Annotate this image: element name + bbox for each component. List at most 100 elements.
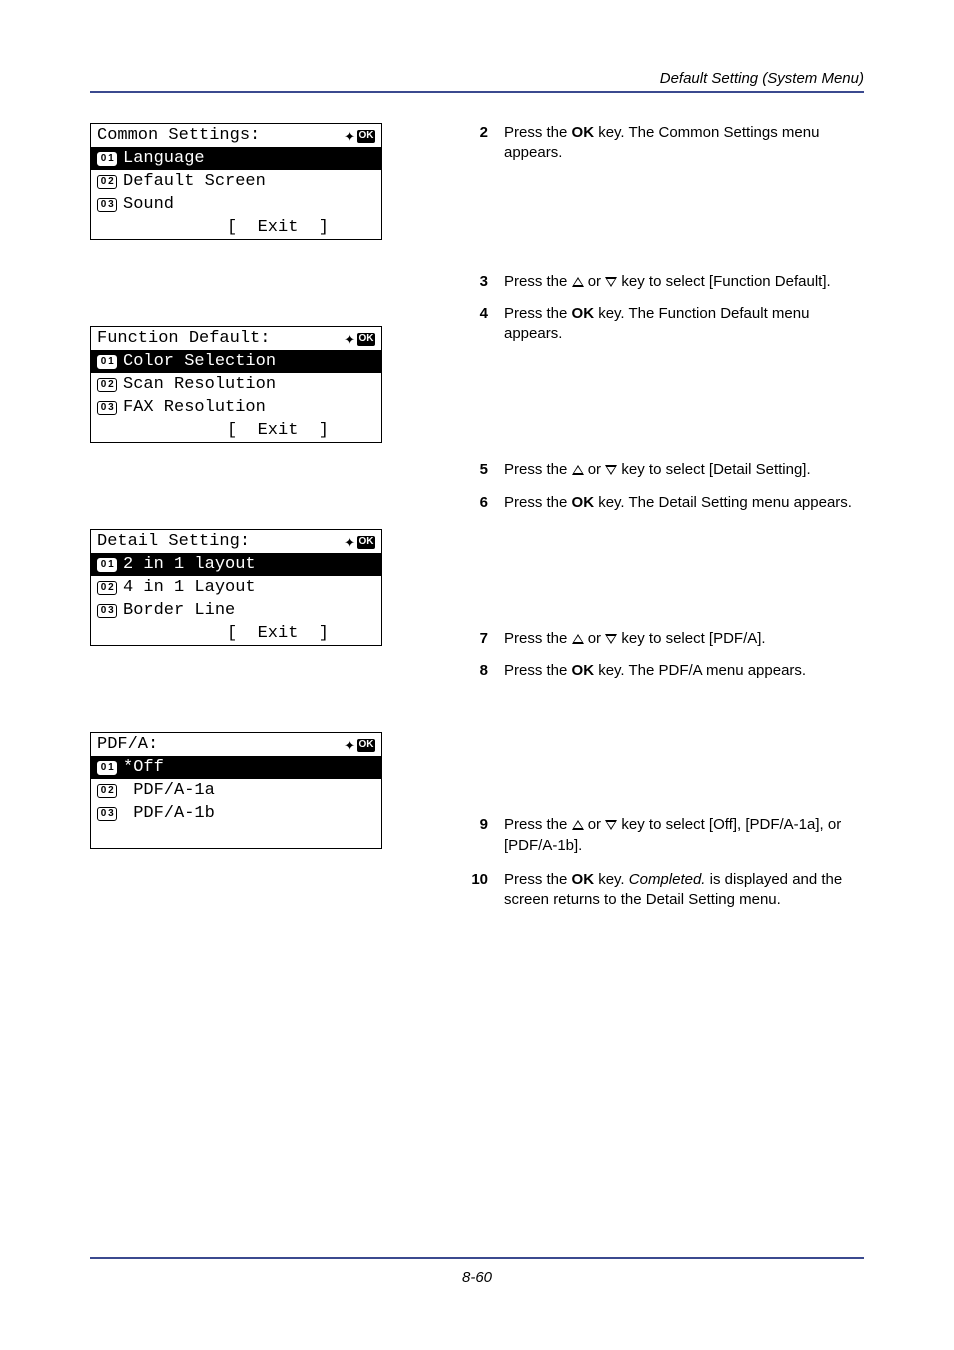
step-key-bold: OK [572, 494, 595, 511]
lcd-blank-row [91, 825, 381, 848]
steps-column: 2 Press the OK key. The Common Settings … [468, 123, 864, 910]
item-label: Sound [123, 194, 174, 217]
item-number-badge: 0 2 [97, 378, 117, 392]
step-number: 2 [468, 123, 488, 164]
item-number-badge: 0 1 [97, 152, 117, 166]
triangle-down-icon [605, 634, 617, 644]
step-text: Press the or key to select [Detail Setti… [504, 460, 864, 480]
item-number-badge: 0 3 [97, 401, 117, 415]
lcd-item: 0 2 4 in 1 Layout [91, 576, 381, 599]
item-label: Color Selection [123, 351, 276, 374]
step-text: Press the OK key. Completed. is displaye… [504, 870, 864, 911]
step-mid: or [584, 630, 606, 647]
step-5: 5 Press the or key to select [Detail Set… [468, 460, 864, 480]
step-pre: Press the [504, 816, 572, 833]
lcd-title-text: Detail Setting: [97, 531, 250, 554]
nav-arrows-icon: ✦ [344, 333, 355, 346]
step-8: 8 Press the OK key. The PDF/A menu appea… [468, 661, 864, 681]
step-italic: Completed. [629, 871, 706, 888]
step-mid: or [584, 816, 606, 833]
step-4: 4 Press the OK key. The Function Default… [468, 304, 864, 345]
step-number: 10 [468, 870, 488, 911]
step-number: 7 [468, 629, 488, 649]
lcd-title-row: Detail Setting: ✦ OK [91, 530, 381, 553]
header-title: Default Setting (System Menu) [90, 70, 864, 87]
triangle-up-icon [572, 634, 584, 644]
step-post: key. The PDF/A menu appears. [594, 662, 806, 679]
lcd-item: 0 2 Scan Resolution [91, 373, 381, 396]
step-text: Press the OK key. The Function Default m… [504, 304, 864, 345]
lcd-function-default: Function Default: ✦ OK 0 1 Color Selecti… [90, 326, 382, 443]
triangle-down-icon [605, 277, 617, 287]
step-post: key to select [Function Default]. [617, 273, 830, 290]
triangle-down-icon [605, 820, 617, 830]
step-text: Press the or key to select [Off], [PDF/A… [504, 815, 864, 856]
item-number-badge: 0 3 [97, 604, 117, 618]
step-pre: Press the [504, 461, 572, 478]
footer-rule [90, 1257, 864, 1259]
item-number-badge: 0 2 [97, 581, 117, 595]
lcd-title-icons: ✦ OK [344, 333, 375, 346]
step-mid: or [584, 461, 606, 478]
ok-badge-icon: OK [357, 739, 375, 752]
lcd-detail-setting: Detail Setting: ✦ OK 0 1 2 in 1 layout 0… [90, 529, 382, 646]
lcd-item: 0 3 FAX Resolution [91, 396, 381, 419]
step-text: Press the OK key. The PDF/A menu appears… [504, 661, 864, 681]
step-number: 5 [468, 460, 488, 480]
step-6: 6 Press the OK key. The Detail Setting m… [468, 493, 864, 513]
step-post: key. The Detail Setting menu appears. [594, 494, 852, 511]
item-label: 2 in 1 layout [123, 554, 256, 577]
triangle-down-icon [605, 465, 617, 475]
ok-badge-icon: OK [357, 333, 375, 346]
item-label: 4 in 1 Layout [123, 577, 256, 600]
lcd-item: 0 1 *Off [91, 756, 381, 779]
step-text: Press the or key to select [PDF/A]. [504, 629, 864, 649]
triangle-up-icon [572, 277, 584, 287]
step-text: Press the or key to select [Function Def… [504, 272, 864, 292]
step-post1: key. [594, 871, 629, 888]
lcd-title-row: Function Default: ✦ OK [91, 327, 381, 350]
lcd-item: 0 3 PDF/A-1b [91, 802, 381, 825]
lcd-common-settings: Common Settings: ✦ OK 0 1 Language 0 2 D… [90, 123, 382, 240]
item-number-badge: 0 1 [97, 761, 117, 775]
nav-arrows-icon: ✦ [344, 130, 355, 143]
step-mid: or [584, 273, 606, 290]
item-number-badge: 0 2 [97, 175, 117, 189]
lcd-column: Common Settings: ✦ OK 0 1 Language 0 2 D… [90, 123, 420, 910]
step-pre: Press the [504, 871, 572, 888]
ok-badge-icon: OK [357, 536, 375, 549]
lcd-title-text: Function Default: [97, 328, 270, 351]
item-label: Language [123, 148, 205, 171]
step-9: 9 Press the or key to select [Off], [PDF… [468, 815, 864, 856]
item-label: *Off [123, 757, 164, 780]
triangle-up-icon [572, 465, 584, 475]
lcd-item: 0 2 Default Screen [91, 170, 381, 193]
step-10: 10 Press the OK key. Completed. is displ… [468, 870, 864, 911]
step-pre: Press the [504, 273, 572, 290]
lcd-title-icons: ✦ OK [344, 536, 375, 549]
nav-arrows-icon: ✦ [344, 739, 355, 752]
item-label: Default Screen [123, 171, 266, 194]
step-text: Press the OK key. The Common Settings me… [504, 123, 864, 164]
item-label: PDF/A-1b [123, 803, 215, 826]
lcd-pdfa: PDF/A: ✦ OK 0 1 *Off 0 2 PDF/A-1a 0 3 [90, 732, 382, 849]
lcd-title-text: PDF/A: [97, 734, 158, 757]
lcd-item: 0 1 Color Selection [91, 350, 381, 373]
lcd-item: 0 3 Sound [91, 193, 381, 216]
lcd-exit-row: [ Exit ] [91, 622, 381, 645]
step-number: 4 [468, 304, 488, 345]
page-footer: 8-60 [0, 1257, 954, 1286]
lcd-title-icons: ✦ OK [344, 130, 375, 143]
step-pre: Press the [504, 305, 572, 322]
step-pre: Press the [504, 630, 572, 647]
item-label: PDF/A-1a [123, 780, 215, 803]
lcd-title-icons: ✦ OK [344, 739, 375, 752]
item-number-badge: 0 1 [97, 355, 117, 369]
header-rule [90, 91, 864, 93]
item-label: FAX Resolution [123, 397, 266, 420]
step-key-bold: OK [572, 871, 595, 888]
step-post: key to select [PDF/A]. [617, 630, 765, 647]
nav-arrows-icon: ✦ [344, 536, 355, 549]
content-columns: Common Settings: ✦ OK 0 1 Language 0 2 D… [90, 123, 864, 910]
step-key-bold: OK [572, 305, 595, 322]
